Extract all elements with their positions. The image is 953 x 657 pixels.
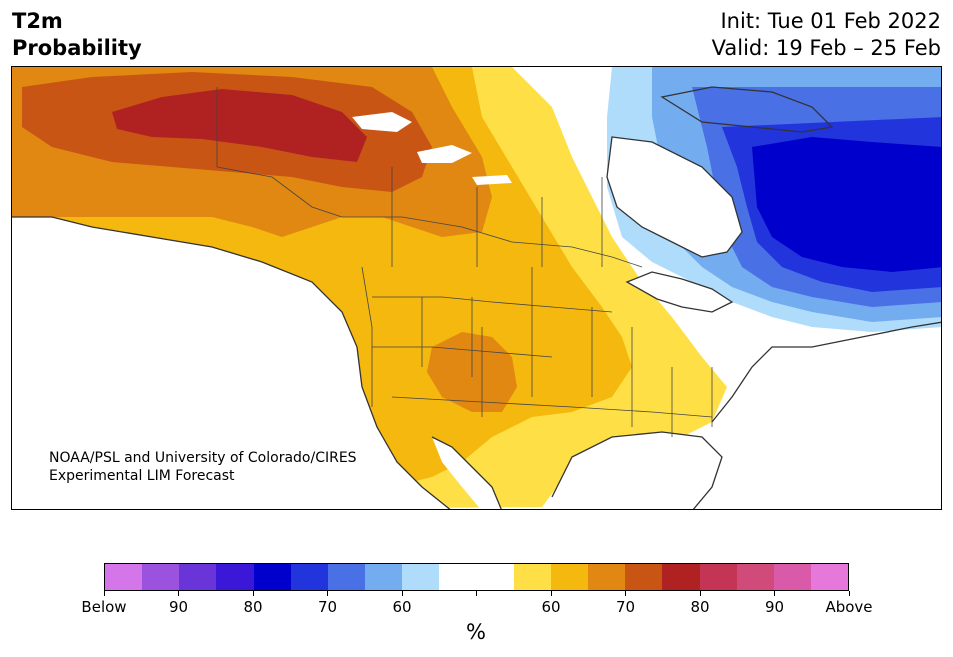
map-panel <box>11 66 942 510</box>
valid-range: Valid: 19 Feb – 25 Feb <box>711 36 941 60</box>
colorbar-tick-label: 70 <box>317 598 338 616</box>
colorbar-segment <box>105 564 143 590</box>
colorbar-tick-label: 80 <box>243 598 263 616</box>
baja-gulf <box>432 437 502 509</box>
colorbar-unit: % <box>466 620 486 644</box>
colorbar-segment <box>216 564 254 590</box>
colorbar-tick-mark <box>774 591 775 596</box>
forecast-dates: Init: Tue 01 Feb 2022 Valid: 19 Feb – 25… <box>712 8 941 62</box>
colorbar-segment <box>253 564 291 590</box>
init-date: Init: Tue 01 Feb 2022 <box>720 9 941 33</box>
colorbar-segment <box>736 564 774 590</box>
colorbar-tick-mark <box>625 591 626 596</box>
colorbar-segment <box>625 564 663 590</box>
colorbar-segment <box>365 564 403 590</box>
colorbar-segment <box>662 564 700 590</box>
hudson-bay <box>607 137 742 257</box>
coastlines <box>12 86 941 509</box>
atlantic-coast <box>712 347 941 509</box>
credit-text: NOAA/PSL and University of Colorado/CIRE… <box>49 449 357 485</box>
colorbar-tick-label: 60 <box>541 598 561 616</box>
colorbar-tick-label: 70 <box>615 598 636 616</box>
colorbar-segment <box>142 564 180 590</box>
colorbar-tick-label: 80 <box>690 598 710 616</box>
colorbar-tick-mark <box>327 591 328 596</box>
colorbar-segment <box>513 564 551 590</box>
colorbar-tick-label: 90 <box>168 598 189 616</box>
great-lakes <box>627 272 732 312</box>
colorbar-tick-mark <box>699 591 701 596</box>
product-label: Probability <box>12 36 142 60</box>
colorbar-segment <box>439 564 477 590</box>
probability-map <box>12 67 941 509</box>
colorbar-segment <box>290 564 328 590</box>
political-borders <box>216 87 713 437</box>
colorbar-tick-mark <box>103 591 105 596</box>
colorbar-tick-label: 60 <box>392 598 412 616</box>
variable-label: T2m <box>12 9 63 33</box>
colorbar-segment <box>550 564 589 590</box>
colorbar-tick-mark <box>252 591 254 596</box>
warm-region-90 <box>112 89 367 162</box>
colorbar-segment <box>402 564 440 590</box>
colorbar-tick-label: Above <box>825 598 873 616</box>
colorbar-segment <box>476 564 514 590</box>
colorbar-tick-label: 90 <box>764 598 785 616</box>
cold-region-90 <box>752 137 941 272</box>
colorbar-tick-mark <box>178 591 179 596</box>
colorbar-segment <box>773 564 811 590</box>
colorbar-tick-mark <box>476 591 477 596</box>
colorbar <box>104 563 849 591</box>
colorbar-segment <box>327 564 366 590</box>
colorbar-segment <box>699 564 737 590</box>
colorbar-tick-label: Below <box>81 598 127 616</box>
colorbar-segment <box>179 564 217 590</box>
colorbar-segment <box>588 564 626 590</box>
pacific-ocean <box>12 217 450 509</box>
map-title: T2m Probability <box>12 8 142 62</box>
credit-line-2: Experimental LIM Forecast <box>49 468 235 484</box>
colorbar-tick-mark <box>401 591 403 596</box>
gulf-of-mexico <box>552 432 722 509</box>
colorbar-tick-mark <box>848 591 850 596</box>
credit-line-1: NOAA/PSL and University of Colorado/CIRE… <box>49 450 357 466</box>
colorbar-segment <box>810 564 849 590</box>
arctic-islands <box>352 112 512 185</box>
colorbar-tick-mark <box>550 591 552 596</box>
